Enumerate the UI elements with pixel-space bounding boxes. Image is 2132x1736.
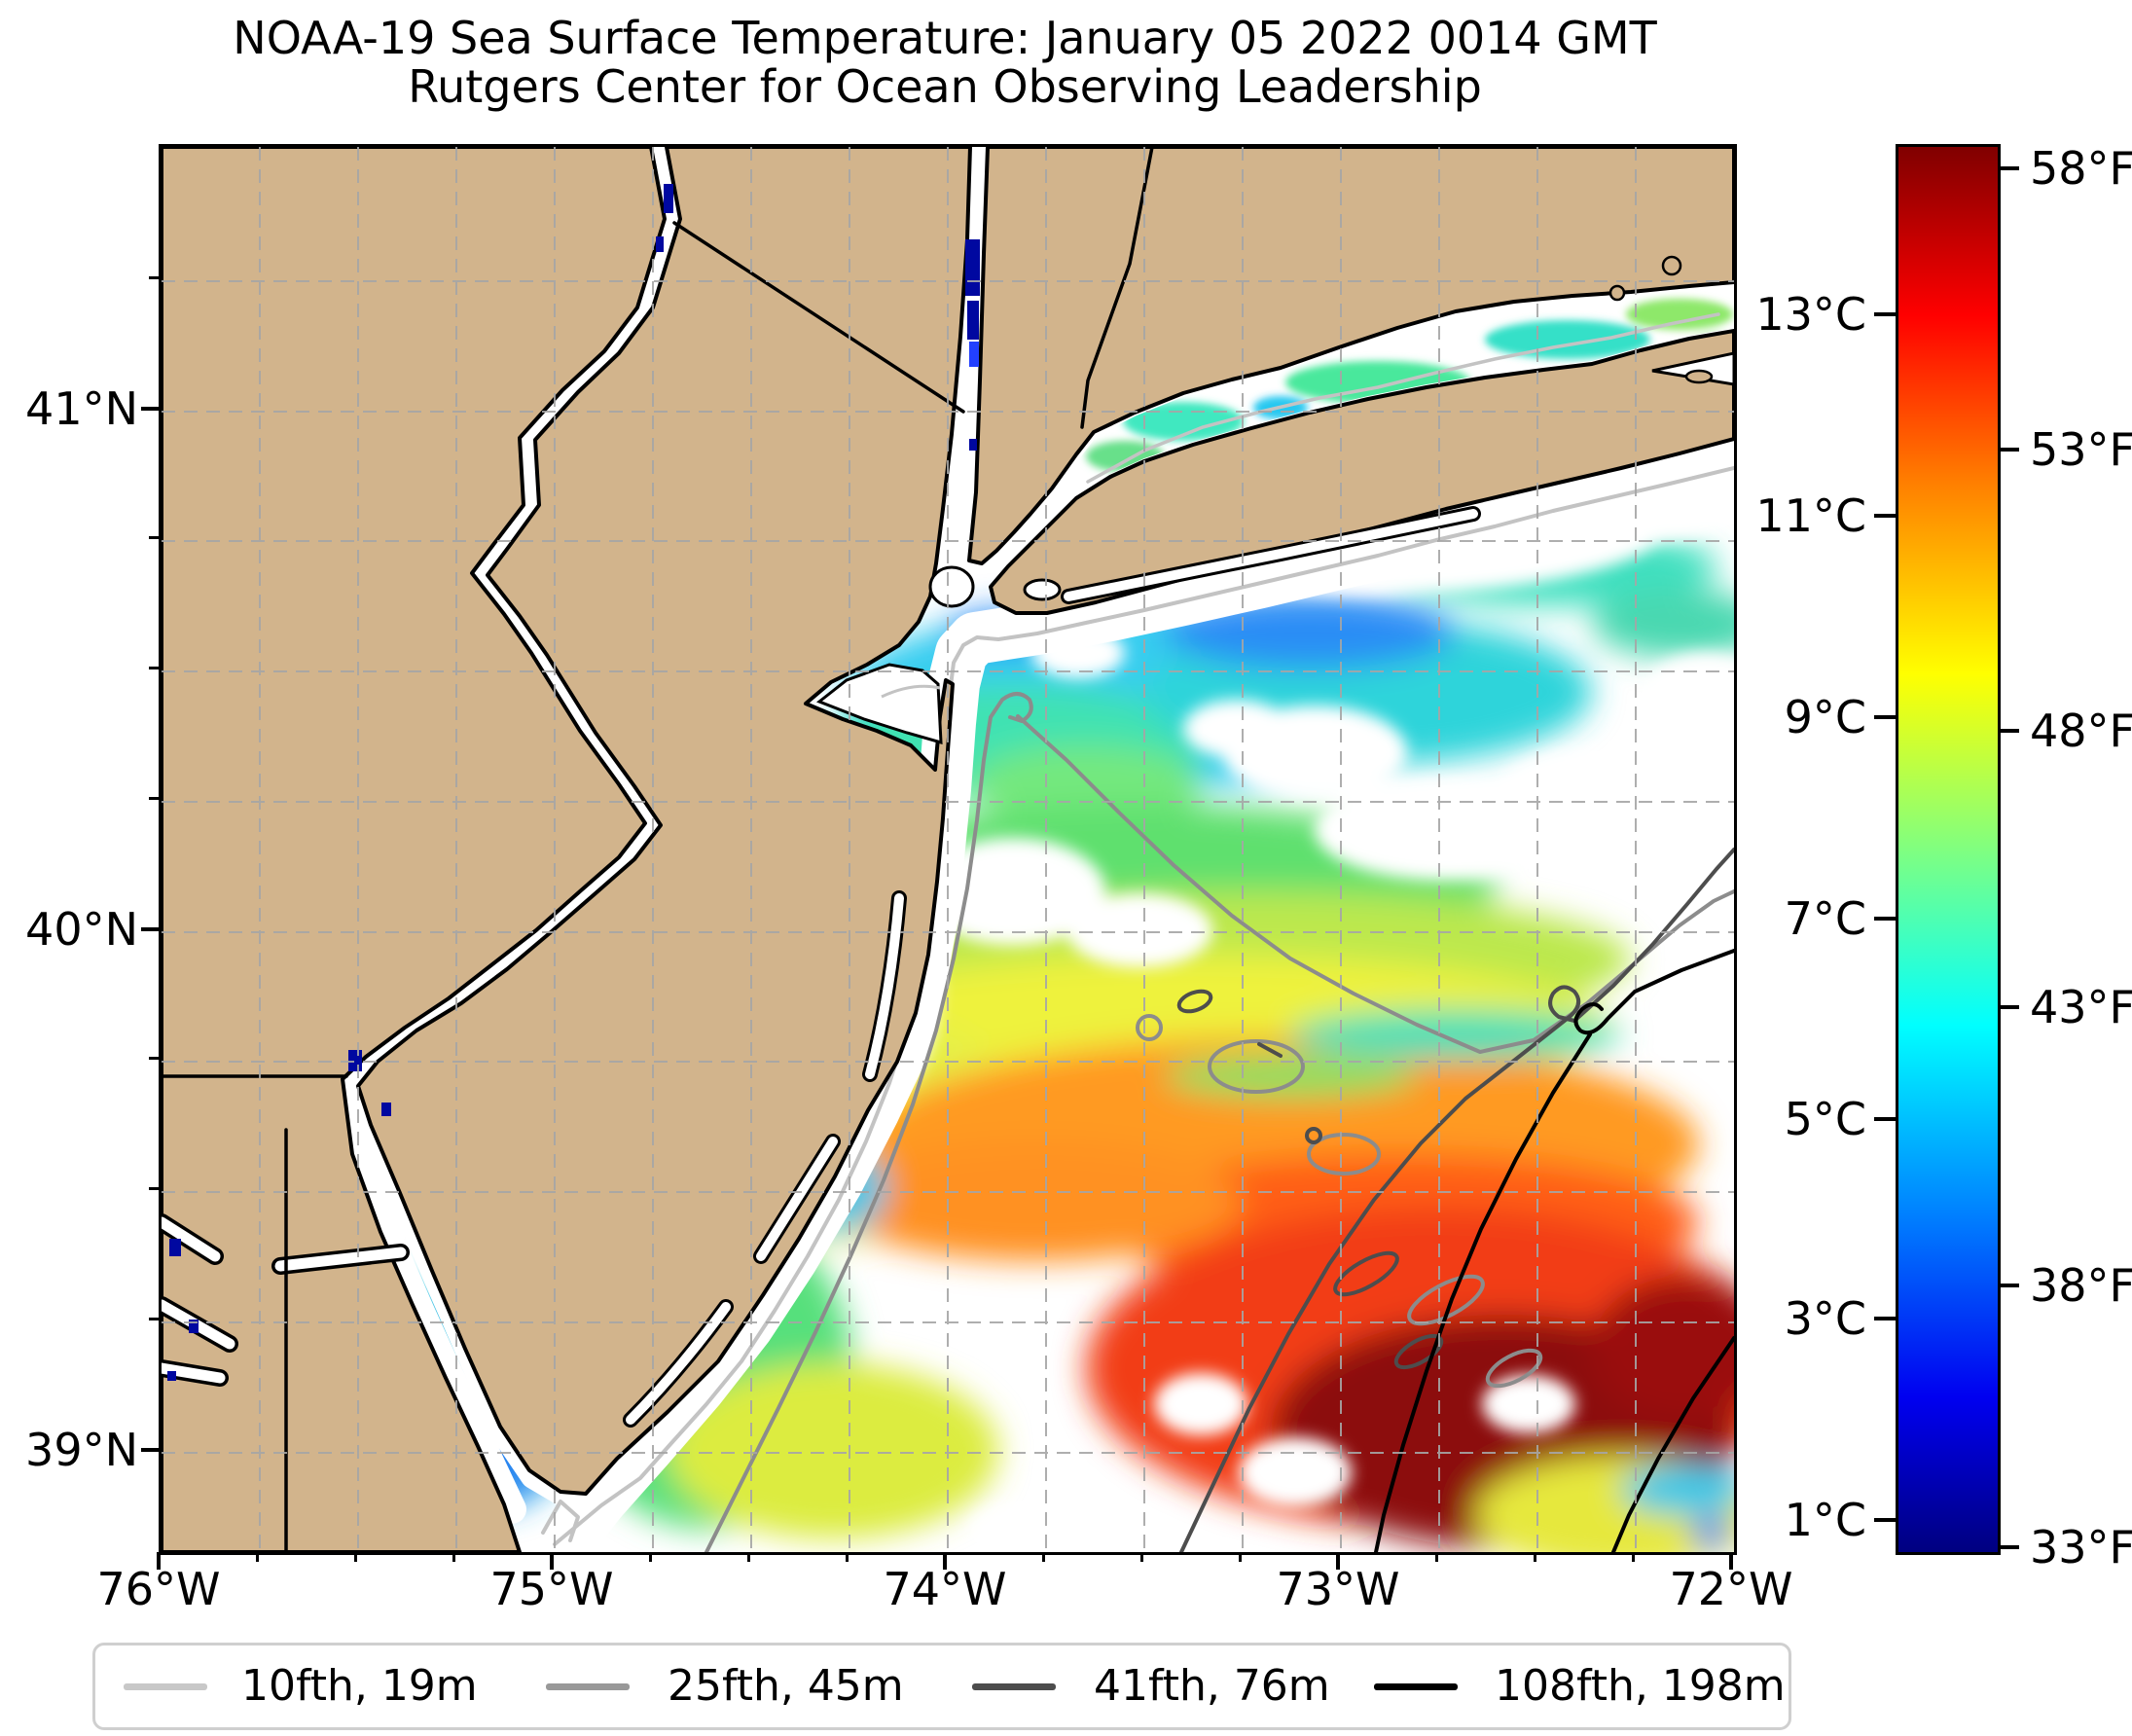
colorbar-label-9c: 9°C bbox=[1784, 691, 1866, 743]
colorbar-label-43f: 43°F bbox=[2030, 981, 2132, 1033]
y-minor-tick bbox=[149, 536, 159, 539]
x-minor-tick bbox=[1239, 1552, 1242, 1562]
colorbar-label-1c: 1°C bbox=[1784, 1494, 1866, 1546]
legend-label-25fth: 25fth, 45m bbox=[668, 1661, 904, 1711]
y-minor-tick bbox=[149, 797, 159, 800]
colorbar-label-11c: 11°C bbox=[1755, 489, 1866, 542]
depth-contour-legend: 10fth, 19m 25fth, 45m 41fth, 76m 108fth,… bbox=[92, 1643, 1791, 1730]
colorbar-f-tick bbox=[1998, 1005, 2019, 1009]
figure-subtitle: Rutgers Center for Ocean Observing Leade… bbox=[408, 60, 1482, 113]
colorbar-label-7c: 7°C bbox=[1784, 892, 1866, 945]
legend-line-108fth-swatch bbox=[1374, 1683, 1458, 1690]
colorbar-f-tick bbox=[1998, 448, 2019, 452]
legend-label-108fth: 108fth, 198m bbox=[1495, 1661, 1786, 1711]
y-minor-tick bbox=[149, 276, 159, 279]
sst-map-graphic bbox=[162, 147, 1734, 1552]
x-major-tick bbox=[1729, 1552, 1733, 1570]
colorbar-label-5c: 5°C bbox=[1784, 1093, 1866, 1145]
x-minor-tick bbox=[256, 1552, 259, 1562]
x-minor-tick bbox=[747, 1552, 750, 1562]
colorbar-c-tick bbox=[1874, 514, 1896, 518]
y-axis-label-39n: 39°N bbox=[25, 1424, 138, 1476]
x-minor-tick bbox=[1632, 1552, 1635, 1562]
colorbar-label-58f: 58°F bbox=[2030, 142, 2132, 195]
contour-108fth bbox=[1374, 949, 1734, 1552]
colorbar-label-3c: 3°C bbox=[1784, 1292, 1866, 1345]
state-borders bbox=[162, 147, 1154, 1552]
map-canvas bbox=[159, 144, 1737, 1555]
legend-label-10fth: 10fth, 19m bbox=[241, 1661, 478, 1711]
temperature-colorbar bbox=[1896, 144, 2001, 1555]
x-major-tick bbox=[943, 1552, 947, 1570]
x-minor-tick bbox=[1140, 1552, 1143, 1562]
x-major-tick bbox=[550, 1552, 554, 1570]
x-axis-label-76w: 76°W bbox=[96, 1563, 221, 1615]
y-minor-tick bbox=[149, 1057, 159, 1060]
x-axis-label-72w: 72°W bbox=[1669, 1563, 1793, 1615]
legend-line-41fth-swatch bbox=[972, 1683, 1056, 1690]
x-minor-tick bbox=[846, 1552, 849, 1562]
x-axis-label-73w: 73°W bbox=[1276, 1563, 1400, 1615]
contour-41fth bbox=[1176, 848, 1734, 1552]
x-minor-tick bbox=[452, 1552, 455, 1562]
x-major-tick bbox=[1336, 1552, 1340, 1570]
colorbar-f-tick bbox=[1998, 1284, 2019, 1287]
legend-line-10fth-swatch bbox=[124, 1683, 207, 1690]
colorbar-label-33f: 33°F bbox=[2030, 1521, 2132, 1573]
colorbar-f-tick bbox=[1998, 166, 2019, 170]
colorbar-label-53f: 53°F bbox=[2030, 423, 2132, 476]
colorbar-c-tick bbox=[1874, 312, 1896, 316]
colorbar-label-38f: 38°F bbox=[2030, 1259, 2132, 1312]
colorbar-c-tick bbox=[1874, 917, 1896, 921]
y-minor-tick bbox=[149, 1318, 159, 1320]
contour-25fth bbox=[705, 692, 1734, 1552]
colorbar-c-tick bbox=[1874, 1317, 1896, 1320]
x-major-tick bbox=[157, 1552, 161, 1570]
colorbar-c-tick bbox=[1874, 1518, 1896, 1522]
y-major-tick bbox=[141, 927, 159, 931]
x-minor-tick bbox=[1042, 1552, 1045, 1562]
y-minor-tick bbox=[149, 667, 159, 669]
colorbar-c-tick bbox=[1874, 1117, 1896, 1121]
x-minor-tick bbox=[354, 1552, 357, 1562]
graticule-gridlines bbox=[162, 147, 1734, 1552]
colorbar-label-13c: 13°C bbox=[1755, 288, 1866, 341]
colorbar-c-tick bbox=[1874, 715, 1896, 719]
x-minor-tick bbox=[1534, 1552, 1536, 1562]
y-axis-label-40n: 40°N bbox=[25, 903, 138, 956]
figure-title: NOAA-19 Sea Surface Temperature: January… bbox=[233, 12, 1657, 64]
y-major-tick bbox=[141, 1448, 159, 1452]
y-major-tick bbox=[141, 407, 159, 411]
legend-line-25fth-swatch bbox=[546, 1683, 630, 1690]
x-minor-tick bbox=[1435, 1552, 1438, 1562]
x-axis-label-75w: 75°W bbox=[489, 1563, 614, 1615]
x-minor-tick bbox=[649, 1552, 652, 1562]
colorbar-label-48f: 48°F bbox=[2030, 705, 2132, 757]
y-minor-tick bbox=[149, 1187, 159, 1190]
colorbar-f-tick bbox=[1998, 729, 2019, 733]
x-axis-label-74w: 74°W bbox=[883, 1563, 1007, 1615]
y-axis-label-41n: 41°N bbox=[25, 382, 138, 435]
legend-label-41fth: 41fth, 76m bbox=[1094, 1661, 1330, 1711]
colorbar-f-tick bbox=[1998, 1545, 2019, 1549]
inland-water-features bbox=[162, 184, 1734, 1428]
